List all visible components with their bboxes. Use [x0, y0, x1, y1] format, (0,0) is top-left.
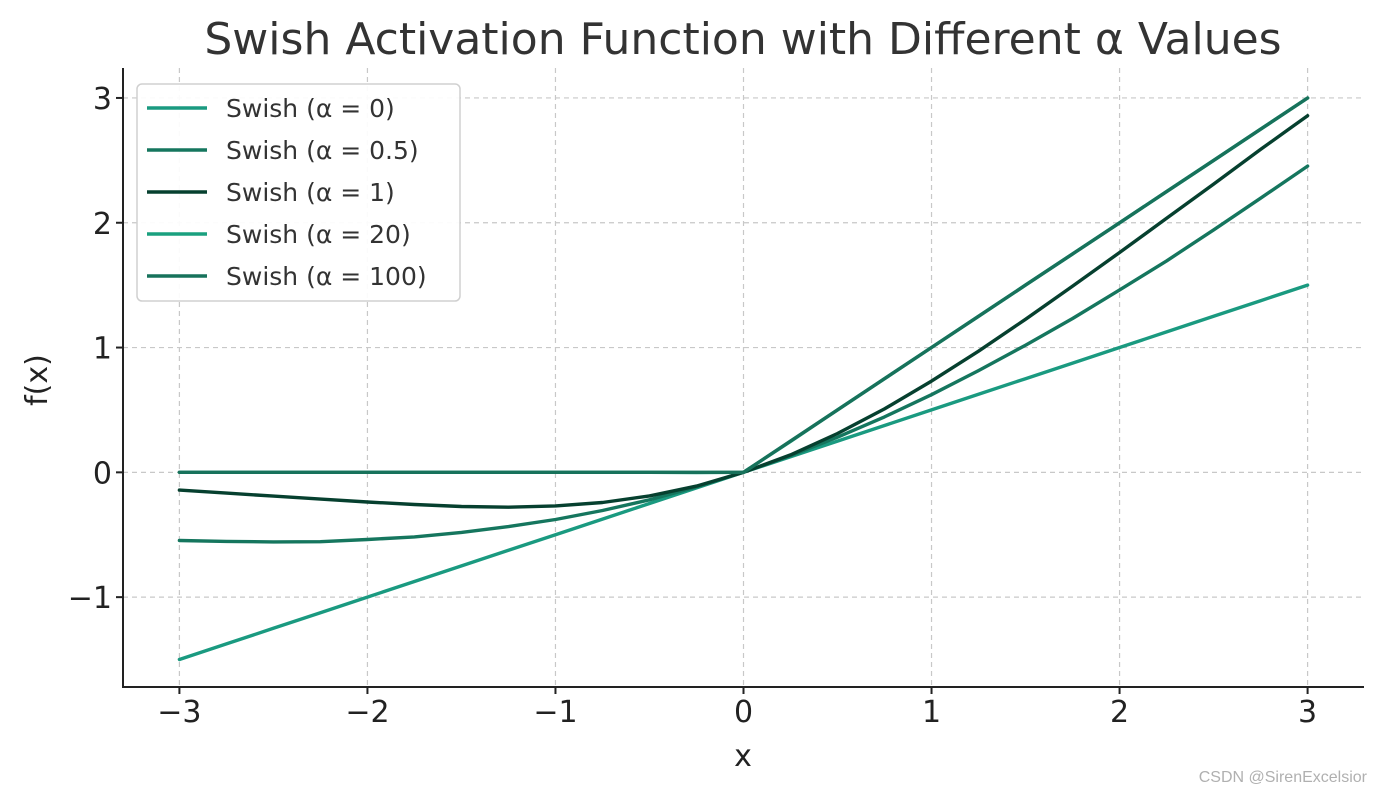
- y-tick-label: 3: [93, 82, 112, 117]
- x-tick-label: 0: [734, 695, 753, 730]
- legend-box: [136, 83, 461, 302]
- legend: Swish (α = 0) Swish (α = 0.5) Swish (α = 1…: [136, 83, 461, 302]
- chart-title: Swish Activation Function with Different…: [204, 14, 1281, 65]
- y-tick-label: −1: [68, 581, 112, 616]
- y-axis-ticks: −1 0 1 2 3: [68, 82, 123, 616]
- x-tick-label: 1: [922, 695, 941, 730]
- legend-label: Swish (α = 1): [226, 178, 395, 207]
- y-tick-label: 1: [93, 332, 112, 367]
- x-tick-label: 3: [1298, 695, 1317, 730]
- y-axis-label: f(x): [20, 354, 55, 406]
- x-tick-label: −2: [345, 695, 389, 730]
- legend-label: Swish (α = 0): [226, 94, 395, 123]
- x-axis-label: x: [734, 739, 752, 774]
- y-tick-label: 0: [93, 456, 112, 491]
- legend-label: Swish (α = 0.5): [226, 136, 419, 165]
- watermark: CSDN @SirenExcelsior: [1199, 769, 1368, 786]
- x-tick-label: 2: [1110, 695, 1129, 730]
- legend-label: Swish (α = 20): [226, 220, 411, 249]
- x-tick-label: −1: [533, 695, 577, 730]
- x-axis-ticks: −3 −2 −1 0 1 2 3: [157, 687, 1317, 730]
- legend-label: Swish (α = 100): [226, 262, 427, 291]
- series-lines: [177, 96, 1310, 662]
- x-tick-label: −3: [157, 695, 201, 730]
- series-line-4: [177, 96, 1310, 474]
- y-tick-label: 2: [93, 207, 112, 242]
